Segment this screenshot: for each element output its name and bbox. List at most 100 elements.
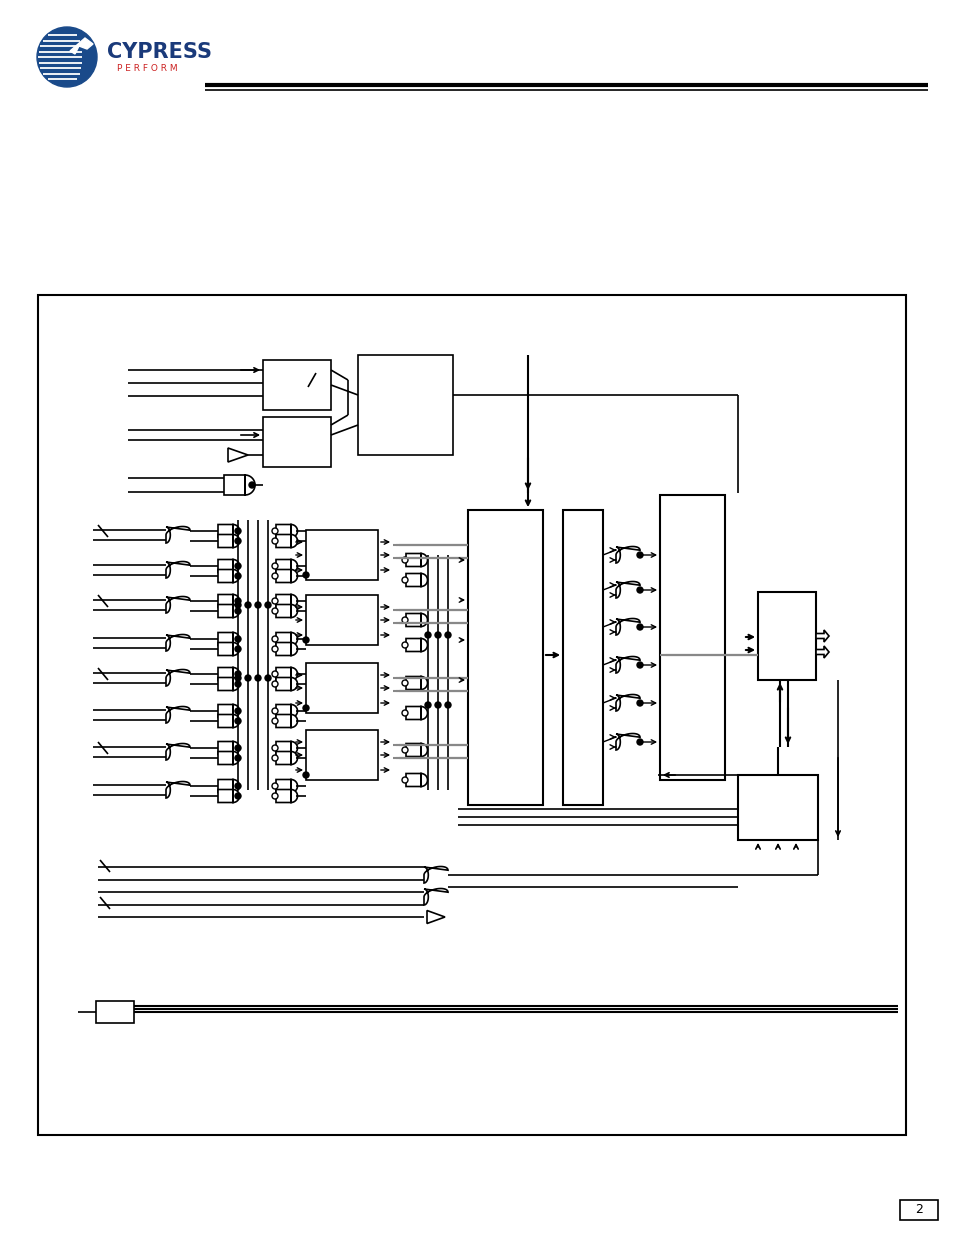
Circle shape	[234, 793, 241, 799]
Circle shape	[234, 718, 241, 724]
Circle shape	[272, 783, 277, 789]
Bar	[738, 776, 817, 840]
Polygon shape	[218, 632, 239, 646]
Circle shape	[272, 608, 277, 614]
Polygon shape	[218, 678, 239, 690]
Polygon shape	[616, 734, 639, 750]
Circle shape	[637, 700, 642, 706]
Polygon shape	[406, 743, 427, 757]
Polygon shape	[275, 752, 297, 764]
Circle shape	[234, 538, 241, 543]
Polygon shape	[616, 582, 639, 598]
Circle shape	[272, 708, 277, 714]
Polygon shape	[166, 782, 190, 798]
Circle shape	[265, 601, 271, 608]
Polygon shape	[166, 743, 190, 760]
Circle shape	[444, 632, 451, 638]
Polygon shape	[218, 525, 239, 537]
Circle shape	[637, 624, 642, 630]
Polygon shape	[275, 525, 297, 537]
Circle shape	[272, 718, 277, 724]
Polygon shape	[275, 569, 297, 583]
Bar	[899, 1200, 937, 1220]
Circle shape	[272, 680, 277, 687]
Circle shape	[272, 745, 277, 751]
Circle shape	[249, 482, 254, 488]
Polygon shape	[70, 38, 92, 54]
Circle shape	[303, 772, 309, 778]
Circle shape	[401, 747, 408, 753]
Polygon shape	[406, 614, 427, 626]
Bar	[263, 359, 331, 410]
Bar	[306, 595, 377, 645]
Circle shape	[254, 601, 261, 608]
Circle shape	[254, 676, 261, 680]
Circle shape	[245, 676, 251, 680]
Polygon shape	[218, 559, 239, 573]
Polygon shape	[224, 475, 254, 495]
Circle shape	[234, 708, 241, 714]
Circle shape	[234, 755, 241, 761]
Circle shape	[303, 705, 309, 711]
Polygon shape	[275, 667, 297, 680]
Text: CYPRESS: CYPRESS	[107, 42, 212, 62]
Circle shape	[401, 680, 408, 685]
Polygon shape	[275, 632, 297, 646]
Circle shape	[272, 573, 277, 579]
Circle shape	[272, 538, 277, 543]
Circle shape	[401, 577, 408, 583]
Circle shape	[444, 701, 451, 708]
Circle shape	[234, 598, 241, 604]
Polygon shape	[166, 526, 190, 543]
Polygon shape	[218, 594, 239, 608]
Polygon shape	[218, 779, 239, 793]
Polygon shape	[275, 559, 297, 573]
Circle shape	[401, 777, 408, 783]
Bar	[468, 510, 542, 805]
Circle shape	[303, 572, 309, 578]
Circle shape	[234, 636, 241, 642]
Polygon shape	[616, 694, 639, 711]
Circle shape	[234, 646, 241, 652]
Polygon shape	[423, 888, 448, 905]
Polygon shape	[275, 678, 297, 690]
Polygon shape	[616, 657, 639, 673]
Circle shape	[234, 601, 241, 608]
Circle shape	[401, 618, 408, 622]
Bar	[357, 354, 453, 454]
Polygon shape	[166, 597, 190, 613]
Polygon shape	[166, 562, 190, 578]
Circle shape	[245, 601, 251, 608]
Bar	[758, 592, 815, 680]
Polygon shape	[218, 789, 239, 803]
Bar	[96, 1002, 133, 1023]
Circle shape	[401, 642, 408, 648]
Circle shape	[272, 636, 277, 642]
Circle shape	[234, 680, 241, 687]
Text: 2: 2	[914, 1203, 922, 1216]
Bar	[263, 417, 331, 467]
Circle shape	[424, 701, 431, 708]
Text: P E R F O R M: P E R F O R M	[117, 63, 177, 73]
Bar	[306, 530, 377, 580]
Polygon shape	[815, 630, 828, 642]
Polygon shape	[218, 704, 239, 718]
Circle shape	[234, 671, 241, 677]
Polygon shape	[218, 741, 239, 755]
Circle shape	[265, 676, 271, 680]
Polygon shape	[406, 706, 427, 720]
Circle shape	[272, 529, 277, 534]
Bar	[562, 510, 602, 805]
Polygon shape	[406, 773, 427, 787]
Circle shape	[234, 783, 241, 789]
Circle shape	[637, 552, 642, 558]
Circle shape	[234, 573, 241, 579]
Circle shape	[637, 587, 642, 593]
Polygon shape	[275, 642, 297, 656]
Polygon shape	[275, 715, 297, 727]
Polygon shape	[166, 669, 190, 685]
Circle shape	[401, 557, 408, 563]
Circle shape	[234, 745, 241, 751]
Polygon shape	[406, 677, 427, 689]
Circle shape	[637, 739, 642, 745]
